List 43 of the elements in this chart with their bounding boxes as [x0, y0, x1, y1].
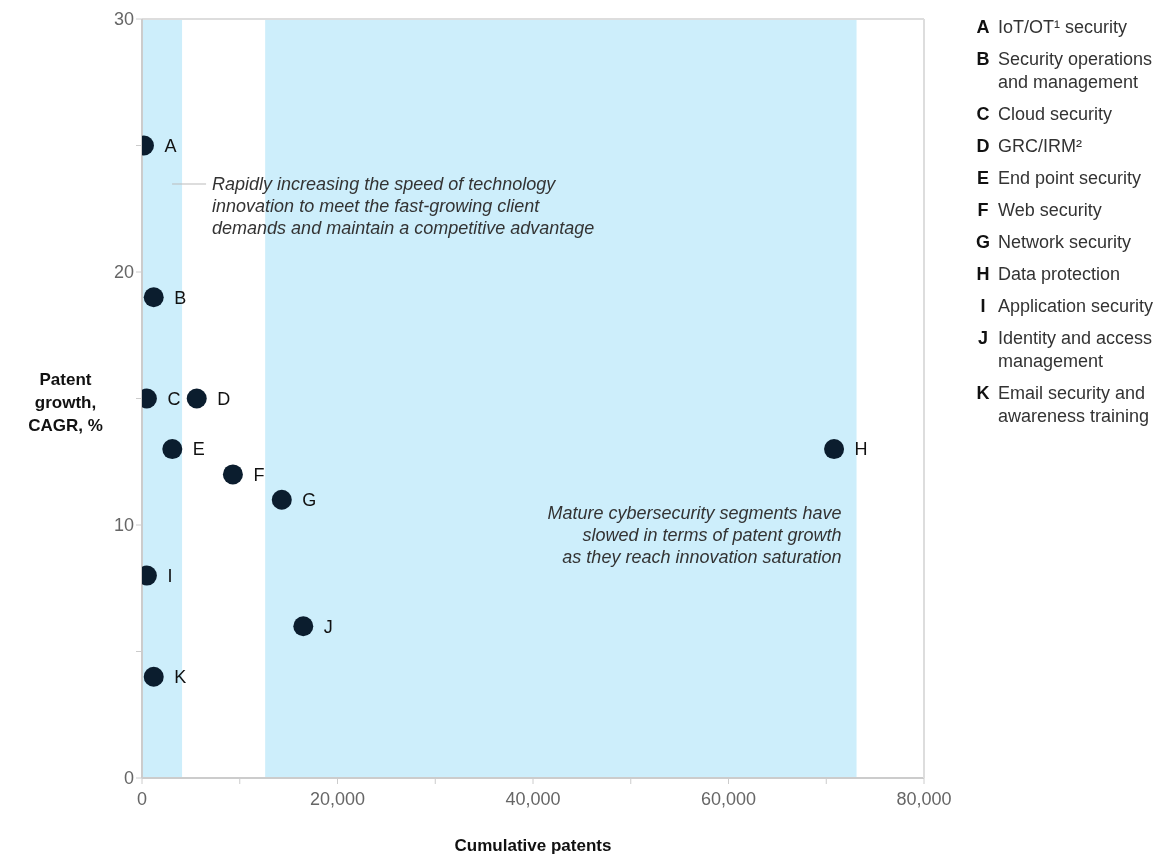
x-tick-label: 40,000 [505, 788, 561, 809]
x-axis-title: Cumulative patents [454, 836, 612, 855]
text: D GRC/IRM² [975, 135, 1082, 158]
x-tick-label: 20,000 [309, 788, 366, 809]
x-tick-label: 80,000 [896, 788, 952, 809]
text: K Email security and awareness training [975, 382, 1151, 428]
band-label: Rapidly increasing the speed of technology innovation to meet the fast-growing client demands and maintain a competitive advantage [212, 174, 595, 238]
y-axis-title: Patent growth, CAGR, % [27, 369, 104, 437]
point [143, 666, 164, 687]
point [293, 616, 314, 637]
text: H Data protection [975, 263, 1121, 286]
series-label: H [854, 439, 868, 460]
point [222, 464, 243, 485]
series-label: K [174, 667, 187, 688]
y-tick-label: 20 [113, 262, 134, 283]
x-tick-label: 60,000 [700, 788, 757, 809]
series-label: B [174, 287, 187, 308]
point [271, 489, 292, 510]
text: G Network security [975, 231, 1132, 254]
series-label: E [192, 439, 205, 460]
series-label: I [167, 565, 173, 586]
series-label: J [323, 616, 333, 637]
text: F Web security [976, 199, 1102, 222]
text: J Identity and access management [977, 327, 1154, 373]
y-tick-label: 10 [113, 515, 134, 536]
band-label: Mature cybersecurity segments have slowed in terms of patent growth as they reach innovation saturation [547, 503, 842, 567]
series-label: A [164, 135, 177, 156]
text: C Cloud security [975, 103, 1113, 126]
text: E End point security [976, 167, 1142, 190]
series-label: D [217, 388, 231, 409]
text: A IoT/OT¹ security [975, 16, 1128, 39]
series-label: F [253, 464, 265, 485]
point [143, 287, 164, 308]
y-tick-label: 0 [123, 768, 134, 789]
text: I Application security [979, 295, 1154, 318]
series-label: C [167, 388, 181, 409]
point [162, 439, 183, 460]
text: B Security operations and management [975, 48, 1154, 94]
series-label: G [302, 490, 317, 511]
point [824, 439, 845, 460]
y-tick-label: 30 [113, 9, 134, 30]
x-tick-label: 0 [136, 788, 148, 809]
point [186, 388, 207, 409]
